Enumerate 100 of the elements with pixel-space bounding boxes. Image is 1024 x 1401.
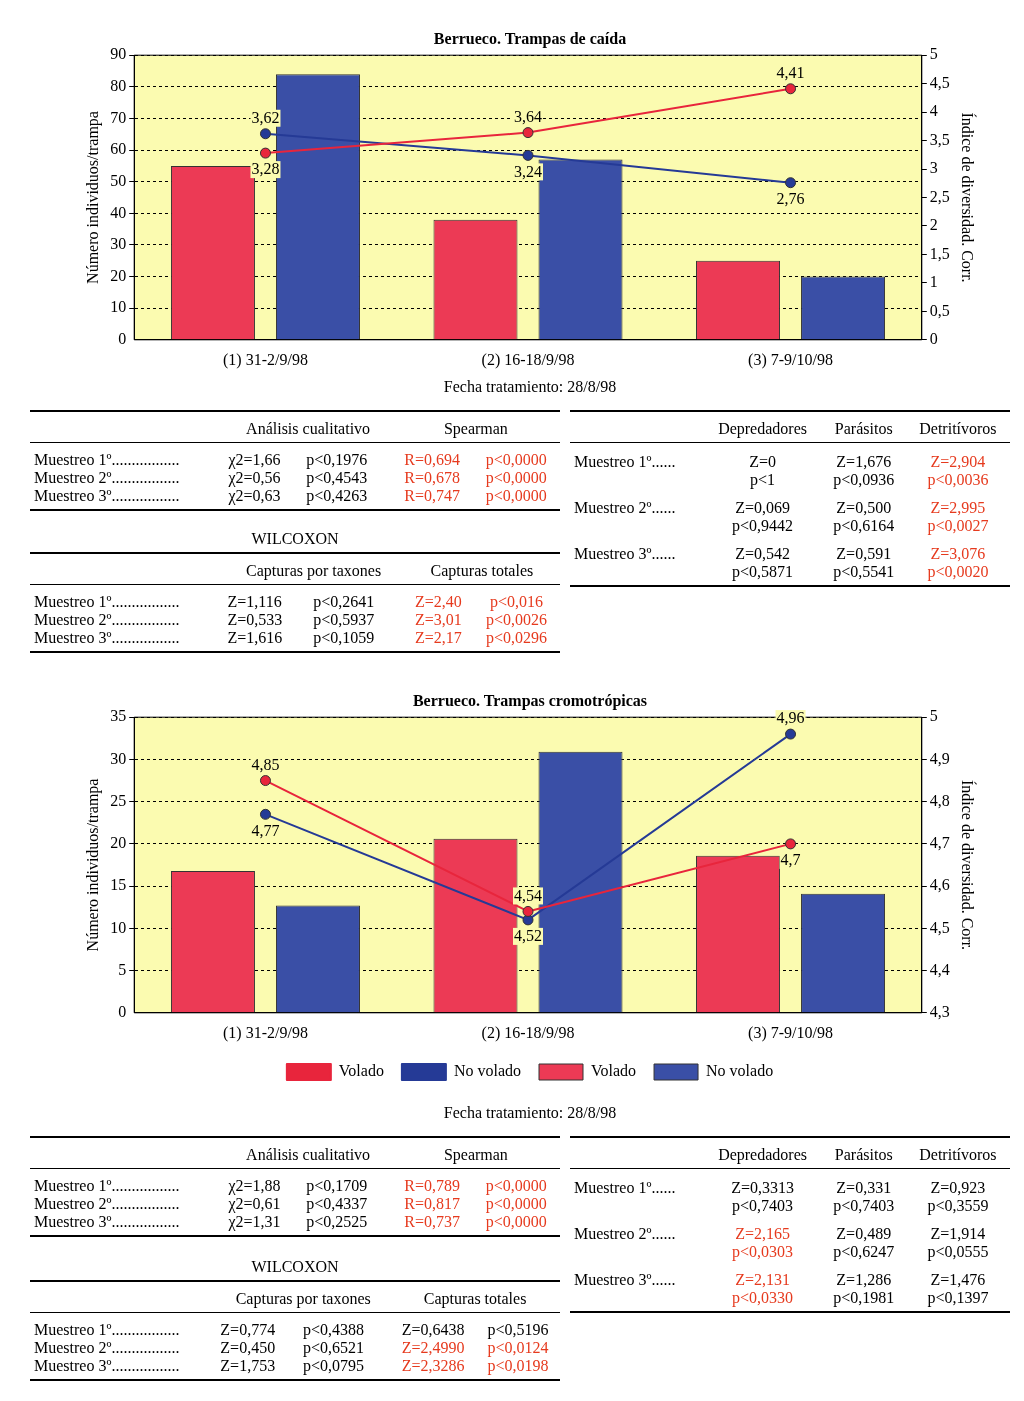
y2-tick-label: 4 (929, 102, 938, 120)
text: Parásitos (821, 411, 906, 443)
text: χ2=0,61 (227, 1195, 282, 1213)
y-tick-label: 0 (118, 330, 127, 347)
text: p<1 (749, 471, 777, 489)
y-tick-label: 40 (110, 203, 127, 221)
text: Z=1,286 (835, 1270, 893, 1289)
text: p<0,2525 (302, 1213, 392, 1236)
y-tick-label: 20 (110, 834, 127, 852)
text: Análisis cualitativo (224, 411, 392, 443)
text: p<0,0027 (926, 517, 990, 535)
text: χ2=1,31 (224, 1213, 303, 1236)
text: Capturas por taxones (223, 553, 404, 585)
point (259, 775, 271, 787)
text: p<0,1709 (305, 1176, 369, 1195)
text: p<0,4543 (305, 469, 369, 487)
text: Depredadores (703, 1137, 822, 1169)
data-label: 4,52 (514, 927, 542, 945)
text: p<0,7403 (731, 1197, 795, 1215)
y-tick-label: 5 (118, 960, 127, 978)
text: Muestreo 3º................. (30, 1357, 217, 1380)
text: p<0,0795 (299, 1357, 391, 1380)
data-label: 4,54 (514, 886, 542, 904)
text: p<0,5541 (821, 563, 906, 586)
text: Muestreo 3º................. (30, 487, 225, 510)
text: Z=2,40 (413, 592, 463, 611)
y2-tick-label: 0 (929, 330, 938, 347)
point (785, 728, 797, 740)
text: Z=3,01 (413, 611, 463, 629)
text: Muestreo 2º................. (33, 1195, 181, 1213)
y2-axis-title: Índice de diversidad. Corr. (959, 779, 978, 951)
text: Z=0,331 (835, 1178, 893, 1197)
y2-tick-label: 4,7 (929, 834, 950, 852)
text: p<0,5196 (486, 1320, 550, 1339)
data-label: 4,41 (776, 63, 805, 81)
text: Z=2,904 (929, 452, 987, 471)
x-tick-label: (2) 16-18/9/98 (481, 350, 575, 369)
text: χ2=0,56 (227, 469, 282, 487)
text: Capturas por taxones (216, 1281, 391, 1313)
text: WILCOXON (250, 1258, 340, 1276)
point (785, 177, 797, 189)
data-label: 4,77 (251, 821, 280, 839)
y-tick-label: 15 (110, 876, 127, 894)
text: Depredadores (703, 411, 822, 443)
text: Muestreo 1º................. (33, 592, 181, 611)
y-tick-label: 70 (110, 108, 127, 126)
data-label: 3,28 (251, 160, 280, 178)
text: Fecha tratamiento: 28/8/98 (442, 1104, 618, 1122)
point (785, 838, 797, 850)
text: Z=2,17 (403, 629, 473, 652)
text: Detritívoros (905, 1137, 1010, 1169)
text: Z=0,774 (219, 1320, 277, 1339)
text: Z=0,533 (226, 611, 284, 629)
text: Muestreo 2º................. (33, 611, 181, 629)
text: Spearman (391, 411, 560, 443)
text: Muestreo 2º................. (33, 469, 181, 487)
point (785, 83, 797, 95)
text: Z=2,995 (929, 498, 987, 517)
text: χ2=0,63 (224, 487, 303, 510)
text: Z=1,914 (929, 1224, 987, 1243)
y2-tick-label: 4,4 (929, 960, 950, 978)
y2-tick-label: 4,9 (929, 749, 950, 767)
point (259, 147, 271, 159)
text: R=0,789 (403, 1176, 461, 1195)
y-tick-label: 10 (110, 298, 127, 316)
point (522, 127, 534, 139)
text: Parásitos (821, 1137, 906, 1169)
x-tick-label: (1) 31-2/9/98 (223, 350, 308, 369)
y2-axis-title: Índice de diversidad. Corr. (959, 112, 978, 283)
text: Z=3,076 (929, 544, 987, 563)
text: Muestreo 1º................. (33, 450, 181, 469)
point (259, 808, 271, 820)
text: Muestreo 2º................. (33, 1339, 181, 1357)
y-tick-label: 80 (110, 77, 127, 95)
x-tick-label: (3) 7-9/10/98 (748, 350, 833, 369)
text: p<0,1976 (305, 450, 369, 469)
text: p<0,0000 (484, 1176, 548, 1195)
text: Z=0,591 (835, 544, 893, 563)
text: p<0,0000 (472, 487, 560, 510)
text: p<0,0198 (476, 1357, 560, 1380)
point (522, 905, 534, 917)
text: Z=1,476 (929, 1270, 987, 1289)
text: χ2=1,66 (227, 450, 282, 469)
text: Muestreo 3º...... (570, 1261, 704, 1312)
text: Muestreo 3º................. (30, 1213, 225, 1236)
y2-tick-label: 4,6 (929, 876, 950, 894)
y-tick-label: 20 (110, 266, 127, 284)
text: Z=2,131 (734, 1270, 791, 1289)
text: p<0,5937 (312, 611, 376, 629)
text: Muestreo 3º...... (570, 535, 704, 586)
text: p<0,2641 (312, 592, 376, 611)
text: p<0,1059 (309, 629, 404, 652)
text: Spearman (391, 1137, 560, 1169)
text: p<0,0000 (484, 1195, 548, 1213)
text: Fecha tratamiento: 28/8/98 (442, 378, 618, 396)
y2-tick-label: 5 (929, 707, 938, 725)
y-tick-label: 60 (110, 140, 127, 158)
x-tick-label: (3) 7-9/10/98 (748, 1023, 833, 1042)
y-axis-title: Número individuos/trampa (83, 778, 102, 952)
text: p<0,5871 (703, 563, 822, 586)
